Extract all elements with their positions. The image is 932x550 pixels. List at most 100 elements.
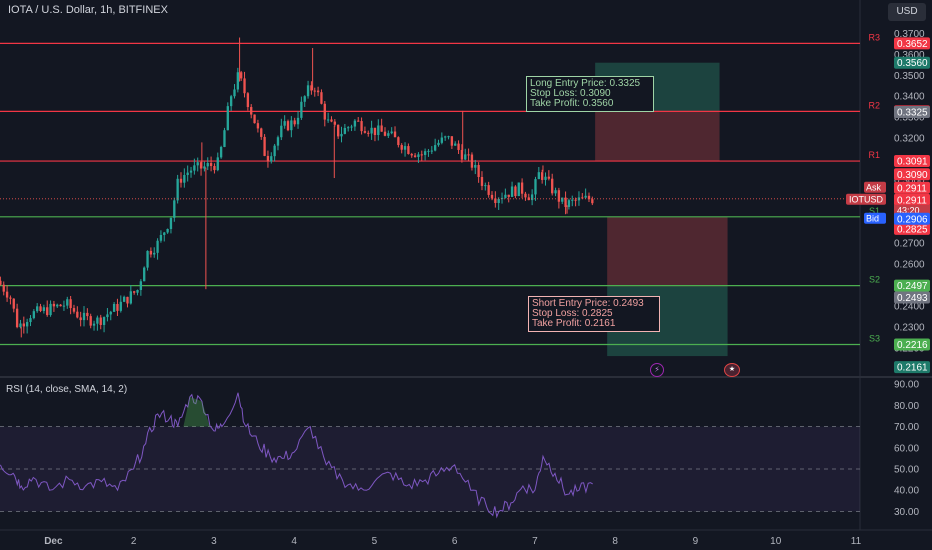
candle-body (500, 197, 504, 199)
candle-body (296, 117, 300, 125)
candle-body (149, 250, 153, 255)
candle-body (9, 297, 12, 299)
candle-body (326, 119, 330, 121)
ask-badge-bg (864, 181, 886, 193)
candle-body (62, 305, 66, 307)
ask-tag-bg (894, 181, 930, 194)
candle-body (350, 126, 353, 128)
level-label-s2: S2 (869, 275, 880, 285)
rsi-tick-label: 80.00 (894, 401, 919, 412)
candle-body (139, 281, 143, 290)
candle-body (46, 307, 49, 316)
ask-tag: 0.2911 (897, 183, 927, 194)
candle-body (370, 127, 373, 134)
candle-body (216, 157, 219, 171)
level-tag-s2: 0.2497 (897, 281, 928, 292)
candle-body (306, 85, 310, 97)
candle-body (387, 133, 390, 136)
x-tick-label: 11 (851, 536, 862, 547)
level-tag-r1-bg (894, 155, 930, 168)
rsi-overbought-fill (183, 396, 210, 427)
candle-body (156, 240, 159, 253)
us-flag-icon[interactable]: ★ (724, 363, 740, 377)
candle-body (193, 165, 196, 171)
candle-body (263, 136, 266, 156)
last-price-tag-bg (894, 193, 930, 206)
currency-button[interactable]: USD (888, 3, 926, 21)
candle-body (52, 303, 56, 307)
candle-body (400, 145, 403, 150)
candle-body (173, 200, 176, 218)
candle-body (444, 136, 447, 138)
candle-body (480, 177, 484, 186)
candle-body (340, 133, 343, 137)
candle-body (507, 194, 510, 197)
long-entry-tag-bg (894, 105, 930, 118)
candle-body (223, 130, 226, 147)
candle-body (427, 150, 430, 152)
lightning-icon[interactable]: ⚡ (650, 363, 664, 377)
candle-body (367, 132, 370, 134)
x-tick-label: 3 (211, 536, 217, 547)
candle-body (146, 250, 149, 268)
candle-body (59, 304, 62, 307)
rsi-tick-label: 50.00 (894, 465, 919, 476)
y-tick-label: 0.3000 (894, 176, 925, 187)
x-tick-label: 9 (693, 536, 699, 547)
candle-body (520, 182, 524, 194)
long-position-info: Long Entry Price: 0.3325 Stop Loss: 0.30… (526, 76, 654, 112)
candle-body (581, 197, 584, 199)
candle-body (236, 72, 240, 90)
candle-body (380, 125, 383, 132)
candle-body (330, 119, 333, 122)
level-label-r2: R2 (868, 100, 880, 110)
candle-body (474, 165, 477, 168)
countdown-bg (894, 204, 930, 216)
candle-body (49, 303, 52, 316)
short-target-tag-bg (894, 361, 930, 374)
ask-badge: Ask (866, 182, 882, 192)
candle-body (377, 125, 380, 136)
short-stop-tag: 0.2825 (897, 224, 928, 235)
candle-body (577, 197, 581, 201)
candle-body (403, 146, 407, 150)
candle-body (213, 166, 216, 171)
candle-body (437, 142, 440, 146)
candle-body (390, 131, 393, 134)
candle-body (440, 137, 444, 143)
candle-body (286, 121, 290, 131)
candle-body (347, 127, 350, 129)
candle-body (19, 323, 22, 328)
level-label-r1: R1 (868, 150, 880, 160)
candle-body (290, 120, 293, 131)
candle-body (72, 308, 76, 312)
candle-body (219, 146, 223, 158)
short-entry-tag-bg (894, 291, 930, 304)
x-tick-label: 10 (770, 536, 782, 547)
candle-body (316, 90, 320, 93)
candle-body (186, 172, 189, 176)
candle-body (457, 143, 460, 150)
candle-body (69, 299, 72, 309)
candle-body (407, 146, 410, 154)
x-tick-label: 4 (291, 536, 297, 547)
candle-body (477, 165, 480, 178)
candle-body (153, 252, 156, 255)
y-tick-label: 0.2300 (894, 322, 925, 333)
candle-body (310, 85, 313, 91)
level-tag-s2-bg (894, 279, 930, 292)
bid-badge: Bid (866, 213, 879, 223)
x-tick-label: 8 (612, 536, 618, 547)
candle-body (383, 131, 387, 136)
candle-body (143, 267, 146, 282)
y-tick-label: 0.3700 (894, 29, 925, 40)
y-tick-label: 0.3400 (894, 92, 925, 103)
short-stop-text: Stop Loss: 0.2825 (532, 308, 613, 319)
level-label-s1: S1 (869, 206, 880, 216)
short-position-info: Short Entry Price: 0.2493 Stop Loss: 0.2… (528, 296, 660, 332)
candle-body (544, 176, 547, 180)
candle-body (199, 162, 203, 169)
last-price-tag: 0.2911 (897, 195, 927, 206)
candle-body (557, 190, 561, 202)
